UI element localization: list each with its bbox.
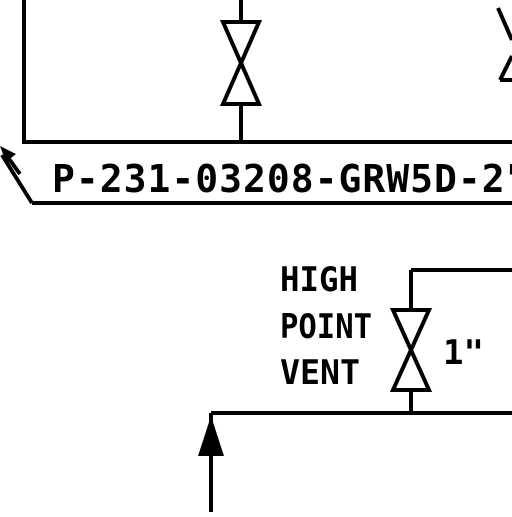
vent-label-line-1: HIGH [280,260,358,300]
upper-valve-body-bottom [219,58,263,106]
line-designation-label: P-231-03208-GRW5D-2"- [52,157,512,201]
flow-arrow-up-icon [198,416,224,456]
vent-valve-size-label: 1" [443,333,484,373]
vent-label-line-3: VENT [280,353,360,393]
leader-arrow-icon [0,146,22,176]
upper-valve-body-top [219,20,263,68]
vent-gate-valve [389,308,433,392]
upper-piping [0,0,512,205]
vent-label-line-2: POINT [280,307,372,347]
label-box-slant [0,153,34,205]
upper-gate-valve [219,20,263,106]
vent-valve-body-top [389,308,433,355]
vent-valve-body-bottom [389,345,433,392]
offscreen-valve-fragment [496,7,512,82]
